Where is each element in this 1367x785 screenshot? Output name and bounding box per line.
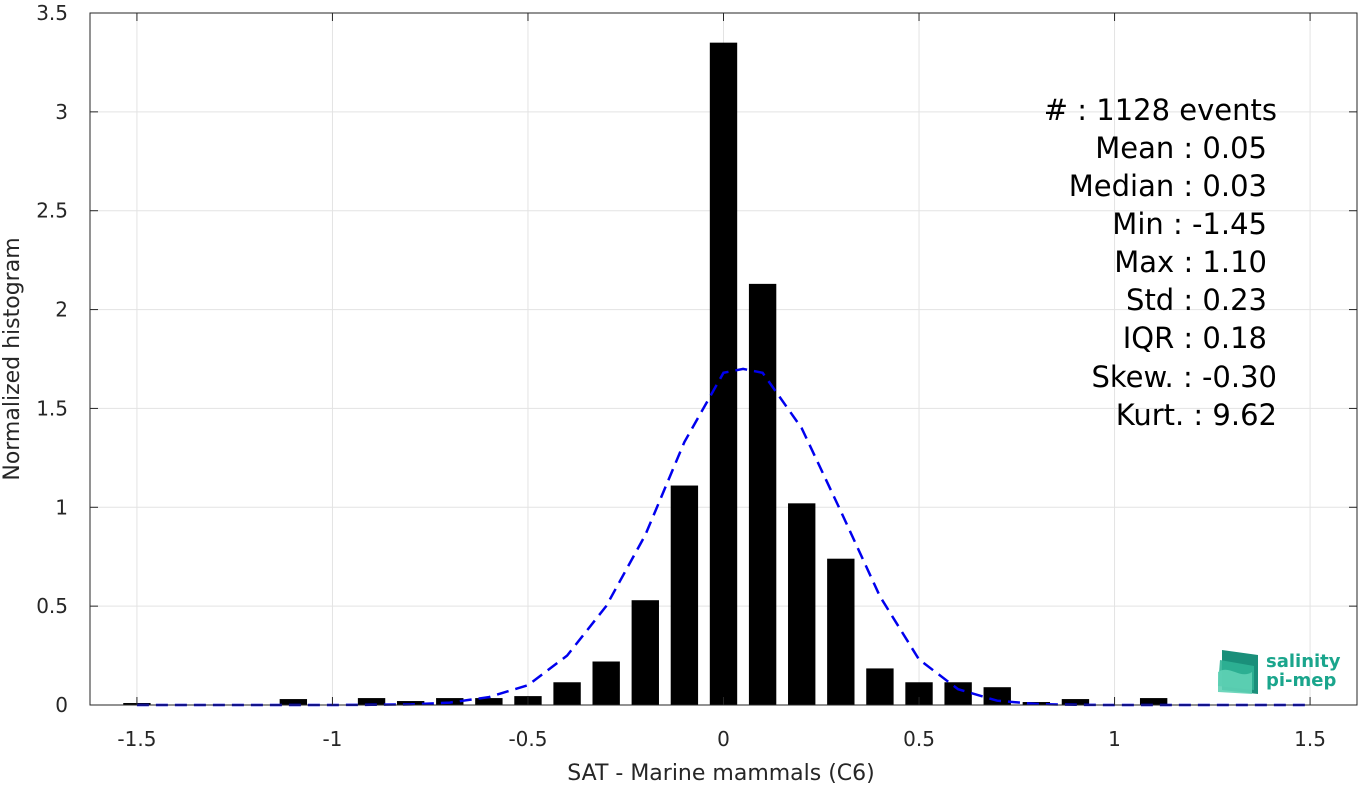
logo-text-salinity: salinity — [1266, 651, 1341, 672]
stat-std: Std : 0.23 — [1126, 283, 1267, 317]
histogram-bar — [788, 503, 816, 705]
histogram-bar — [592, 661, 620, 705]
axes-frame — [89, 12, 1358, 706]
histogram-bar — [866, 668, 894, 705]
x-axis-label: SAT - Marine mammals (C6) — [567, 761, 875, 785]
histogram-bar — [357, 698, 386, 705]
salinity-pi-mep-logo: salinity pi-mep — [1218, 650, 1341, 694]
histogram-bar — [905, 682, 933, 705]
stat-median: Median : 0.03 — [1069, 169, 1267, 203]
logo-text-pi-mep: pi-mep — [1266, 670, 1336, 691]
histogram-bar — [631, 600, 659, 705]
x-tick-label: 1 — [1108, 727, 1121, 751]
y-tick-label: 3.5 — [36, 1, 68, 25]
histogram-bar — [1061, 699, 1090, 705]
stat-min: Min : -1.45 — [1112, 207, 1267, 241]
histogram-bar — [748, 283, 777, 705]
y-tick-label: 2.5 — [36, 199, 68, 223]
histogram-bar — [553, 682, 581, 705]
histogram-bar — [396, 701, 425, 705]
y-tick-label: 1 — [55, 495, 68, 519]
x-tick-label: -1.5 — [117, 727, 156, 751]
stat-kurt: Kurt. : 9.62 — [1116, 398, 1277, 432]
x-tick-label: 0.5 — [903, 727, 935, 751]
histogram-bar — [670, 485, 699, 705]
histogram-bar — [944, 682, 972, 705]
stat-count: # : 1128 events — [1044, 93, 1277, 127]
stat-max: Max : 1.10 — [1114, 245, 1267, 279]
y-axis-label: Normalized histogram — [0, 237, 25, 480]
tick-labels: -1.5 -1 -0.5 0 0.5 1 1.5 0 0.5 1 1.5 2 2.5 3 3.5 — [36, 1, 1326, 751]
stat-mean: Mean : 0.05 — [1095, 131, 1267, 165]
y-tick-label: 2 — [55, 298, 68, 322]
y-tick-label: 0.5 — [36, 594, 68, 618]
histogram-bar — [827, 558, 855, 705]
histogram-bar — [1139, 698, 1168, 705]
x-tick-label: 0 — [717, 727, 730, 751]
stat-skew: Skew. : -0.30 — [1091, 360, 1277, 394]
histogram-bar — [279, 699, 308, 705]
stats-box: # : 1128 events Mean : 0.05 Median : 0.0… — [1044, 93, 1277, 432]
histogram-bar — [983, 687, 1011, 705]
x-tick-label: -1 — [322, 727, 342, 751]
wave-logo-icon — [1218, 650, 1258, 694]
histogram-bar — [475, 698, 503, 705]
stat-iqr: IQR : 0.18 — [1123, 321, 1267, 355]
x-tick-label: 1.5 — [1294, 727, 1326, 751]
x-tick-label: -0.5 — [508, 727, 547, 751]
y-tick-label: 0 — [55, 693, 68, 717]
y-tick-label: 1.5 — [36, 396, 68, 420]
y-tick-label: 3 — [55, 100, 68, 124]
